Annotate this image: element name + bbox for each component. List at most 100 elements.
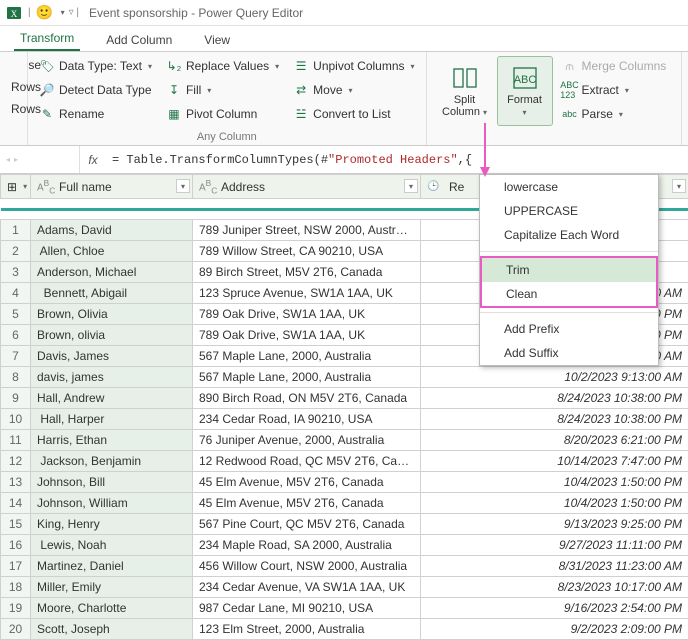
cell-address[interactable]: 789 Oak Drive, SW1A 1AA, UK bbox=[193, 325, 421, 346]
table-row[interactable]: 10 Hall, Harper234 Cedar Road, IA 90210,… bbox=[1, 409, 688, 430]
cell-address[interactable]: 789 Juniper Street, NSW 2000, Australia bbox=[193, 220, 421, 241]
btn-extract[interactable]: ABC123Extract▾ bbox=[557, 80, 672, 100]
cell-fullname[interactable]: Bennett, Abigail bbox=[31, 283, 193, 304]
cell-address[interactable]: 12 Redwood Road, QC M5V 2T6, Canada bbox=[193, 451, 421, 472]
table-row[interactable]: 14Johnson, William45 Elm Avenue, M5V 2T6… bbox=[1, 493, 688, 514]
menu-add-suffix[interactable]: Add Suffix bbox=[480, 341, 658, 365]
cell-datetime[interactable]: 8/24/2023 10:38:00 PM bbox=[421, 388, 688, 409]
cell-address[interactable]: 45 Elm Avenue, M5V 2T6, Canada bbox=[193, 493, 421, 514]
table-row[interactable]: 11Harris, Ethan76 Juniper Avenue, 2000, … bbox=[1, 430, 688, 451]
cell-datetime[interactable]: 10/2/2023 9:13:00 AM bbox=[421, 367, 688, 388]
cell-datetime[interactable]: 9/13/2023 9:25:00 PM bbox=[421, 514, 688, 535]
cell-address[interactable]: 567 Maple Lane, 2000, Australia bbox=[193, 346, 421, 367]
cell-datetime[interactable]: 9/27/2023 11:11:00 PM bbox=[421, 535, 688, 556]
table-row[interactable]: 19Moore, Charlotte987 Cedar Lane, MI 902… bbox=[1, 598, 688, 619]
table-row[interactable]: 17Martinez, Daniel456 Willow Court, NSW … bbox=[1, 556, 688, 577]
cell-fullname[interactable]: Johnson, Bill bbox=[31, 472, 193, 493]
group-any-column: 🏷Data Type: Text▾ 🔎Detect Data Type ✎Ren… bbox=[28, 52, 427, 145]
cell-datetime[interactable]: 8/20/2023 6:21:00 PM bbox=[421, 430, 688, 451]
btn-convert-list[interactable]: ☱Convert to List bbox=[288, 104, 419, 124]
cell-address[interactable]: 45 Elm Avenue, M5V 2T6, Canada bbox=[193, 472, 421, 493]
menu-capitalize[interactable]: Capitalize Each Word bbox=[480, 223, 658, 247]
col-header-address[interactable]: ABCAddress ▾ bbox=[193, 175, 421, 199]
cell-datetime[interactable]: 8/31/2023 11:23:00 AM bbox=[421, 556, 688, 577]
formula-text[interactable]: = Table.TransformColumnTypes(#"Promoted … bbox=[106, 153, 688, 167]
cell-address[interactable]: 89 Birch Street, M5V 2T6, Canada bbox=[193, 262, 421, 283]
cell-fullname[interactable]: Allen, Chloe bbox=[31, 241, 193, 262]
menu-trim[interactable]: Trim bbox=[482, 258, 656, 282]
cell-datetime[interactable]: 8/23/2023 10:17:00 AM bbox=[421, 577, 688, 598]
cell-fullname[interactable]: Anderson, Michael bbox=[31, 262, 193, 283]
btn-parse[interactable]: abcParse▾ bbox=[557, 104, 672, 124]
cell-address[interactable]: 987 Cedar Lane, MI 90210, USA bbox=[193, 598, 421, 619]
cell-fullname[interactable]: Moore, Charlotte bbox=[31, 598, 193, 619]
cell-datetime[interactable]: 10/4/2023 1:50:00 PM bbox=[421, 493, 688, 514]
cell-fullname[interactable]: Johnson, William bbox=[31, 493, 193, 514]
btn-pivot[interactable]: ▦Pivot Column bbox=[161, 104, 284, 124]
menu-clean[interactable]: Clean bbox=[482, 282, 656, 306]
table-row[interactable]: 15King, Henry567 Pine Court, QC M5V 2T6,… bbox=[1, 514, 688, 535]
cell-fullname[interactable]: Adams, David bbox=[31, 220, 193, 241]
cell-address[interactable]: 76 Juniper Avenue, 2000, Australia bbox=[193, 430, 421, 451]
cell-fullname[interactable]: Lewis, Noah bbox=[31, 535, 193, 556]
btn-detect-type[interactable]: 🔎Detect Data Type bbox=[34, 80, 157, 100]
qat-divider: | bbox=[28, 7, 31, 18]
cell-datetime[interactable]: 9/16/2023 2:54:00 PM bbox=[421, 598, 688, 619]
btn-format[interactable]: ABC Format▾ bbox=[497, 56, 553, 126]
cell-datetime[interactable]: 10/4/2023 1:50:00 PM bbox=[421, 472, 688, 493]
btn-unpivot[interactable]: ☰Unpivot Columns▾ bbox=[288, 56, 419, 76]
nav-right-icon[interactable]: ▸ bbox=[14, 155, 18, 164]
row-number: 13 bbox=[1, 472, 31, 493]
col-header-fullname[interactable]: ABCFull name ▾ bbox=[31, 175, 193, 199]
table-row[interactable]: 9Hall, Andrew890 Birch Road, ON M5V 2T6,… bbox=[1, 388, 688, 409]
btn-replace-values[interactable]: ↳₂Replace Values▾ bbox=[161, 56, 284, 76]
btn-split-column[interactable]: SplitColumn ▾ bbox=[437, 56, 493, 126]
cell-address[interactable]: 234 Cedar Avenue, VA SW1A 1AA, UK bbox=[193, 577, 421, 598]
tab-add-column[interactable]: Add Column bbox=[100, 29, 178, 51]
cell-fullname[interactable]: Brown, olivia bbox=[31, 325, 193, 346]
cell-address[interactable]: 456 Willow Court, NSW 2000, Australia bbox=[193, 556, 421, 577]
filter-icon[interactable]: ▾ bbox=[672, 179, 686, 193]
cell-address[interactable]: 789 Willow Street, CA 90210, USA bbox=[193, 241, 421, 262]
tab-view[interactable]: View bbox=[198, 29, 236, 51]
cell-datetime[interactable]: 8/24/2023 10:38:00 PM bbox=[421, 409, 688, 430]
cell-fullname[interactable]: Davis, James bbox=[31, 346, 193, 367]
cell-fullname[interactable]: Martinez, Daniel bbox=[31, 556, 193, 577]
menu-uppercase[interactable]: UPPERCASE bbox=[480, 199, 658, 223]
cell-fullname[interactable]: Harris, Ethan bbox=[31, 430, 193, 451]
cell-fullname[interactable]: Miller, Emily bbox=[31, 577, 193, 598]
qat-customize-icon[interactable]: ▾ bbox=[61, 8, 65, 17]
filter-icon[interactable]: ▾ bbox=[404, 179, 418, 193]
nav-left-icon[interactable]: ◂ bbox=[6, 155, 10, 164]
menu-add-prefix[interactable]: Add Prefix bbox=[480, 317, 658, 341]
table-row[interactable]: 12 Jackson, Benjamin12 Redwood Road, QC … bbox=[1, 451, 688, 472]
cell-fullname[interactable]: Jackson, Benjamin bbox=[31, 451, 193, 472]
cell-datetime[interactable]: 10/14/2023 7:47:00 PM bbox=[421, 451, 688, 472]
smiley-icon[interactable]: 🙂 bbox=[35, 3, 55, 23]
cell-fullname[interactable]: Hall, Andrew bbox=[31, 388, 193, 409]
tab-transform[interactable]: Transform bbox=[14, 27, 80, 51]
btn-rename[interactable]: ✎Rename bbox=[34, 104, 157, 124]
table-row[interactable]: 18Miller, Emily234 Cedar Avenue, VA SW1A… bbox=[1, 577, 688, 598]
cell-fullname[interactable]: Brown, Olivia bbox=[31, 304, 193, 325]
btn-data-type[interactable]: 🏷Data Type: Text▾ bbox=[34, 56, 157, 76]
table-row[interactable]: 8davis, james567 Maple Lane, 2000, Austr… bbox=[1, 367, 688, 388]
cell-address[interactable]: 789 Oak Drive, SW1A 1AA, UK bbox=[193, 304, 421, 325]
fx-icon[interactable]: fx bbox=[80, 153, 106, 167]
cell-address[interactable]: 567 Maple Lane, 2000, Australia bbox=[193, 367, 421, 388]
corner-cell[interactable]: ⊞▾ bbox=[1, 175, 31, 199]
cell-fullname[interactable]: davis, james bbox=[31, 367, 193, 388]
btn-move[interactable]: ⇄Move▾ bbox=[288, 80, 419, 100]
cell-address[interactable]: 123 Spruce Avenue, SW1A 1AA, UK bbox=[193, 283, 421, 304]
cell-address[interactable]: 567 Pine Court, QC M5V 2T6, Canada bbox=[193, 514, 421, 535]
cell-address[interactable]: 890 Birch Road, ON M5V 2T6, Canada bbox=[193, 388, 421, 409]
menu-lowercase[interactable]: lowercase bbox=[480, 175, 658, 199]
btn-fill[interactable]: ↧Fill▾ bbox=[161, 80, 284, 100]
cell-address[interactable]: 234 Maple Road, SA 2000, Australia bbox=[193, 535, 421, 556]
cell-fullname[interactable]: Hall, Harper bbox=[31, 409, 193, 430]
filter-icon[interactable]: ▾ bbox=[176, 179, 190, 193]
cell-address[interactable]: 234 Cedar Road, IA 90210, USA bbox=[193, 409, 421, 430]
table-row[interactable]: 16 Lewis, Noah234 Maple Road, SA 2000, A… bbox=[1, 535, 688, 556]
cell-fullname[interactable]: King, Henry bbox=[31, 514, 193, 535]
table-row[interactable]: 13Johnson, Bill45 Elm Avenue, M5V 2T6, C… bbox=[1, 472, 688, 493]
